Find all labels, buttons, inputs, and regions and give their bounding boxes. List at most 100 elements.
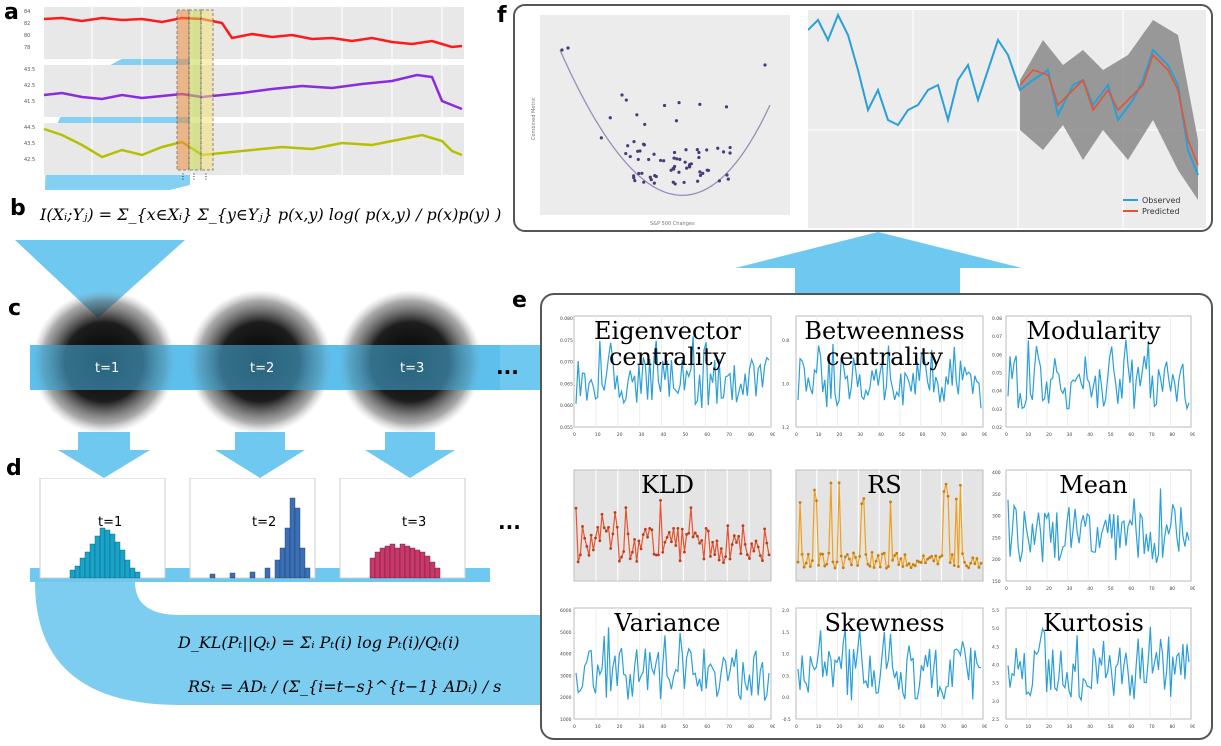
metric-ytick: 1.0 [782,381,789,387]
ellipsis-d: ··· [498,515,521,539]
metric-xtick: 20 [1046,724,1052,730]
metric-xtick: 80 [1169,432,1175,438]
metric-title: Eigenvector centrality [560,318,775,370]
metric-xtick: 10 [1026,724,1032,730]
metric-xtick: 10 [1026,432,1032,438]
metric-marker [860,502,863,505]
metric-marker [801,553,804,556]
scatter-plot: S&P 500 Changes Combined Metric [530,10,798,230]
metric-marker [614,511,617,514]
metric-xtick: 70 [1149,724,1155,730]
metric-marker [891,559,894,562]
metric-marker [681,528,684,531]
metric-marker [707,530,710,533]
scatter-point [653,174,656,177]
metric-xtick: 0 [1005,586,1008,592]
metric-marker [883,552,886,555]
metric-marker [871,551,874,554]
metric-marker [961,552,964,555]
metric-marker [768,553,771,556]
metric-title: Modularity [992,318,1195,344]
metric-xtick: 10 [816,724,822,730]
metric-marker [877,554,880,557]
metric-marker [832,561,835,564]
metric-marker [879,566,882,569]
metric-xtick: 40 [1087,432,1093,438]
svg-text:44.5: 44.5 [24,125,35,131]
metric-marker [746,553,749,556]
metric-marker [978,566,981,569]
histograms [30,478,490,588]
metric-xtick: 20 [1046,432,1052,438]
metric-xtick: 20 [1046,586,1052,592]
metric-marker [698,542,701,545]
metric-marker [622,550,625,553]
scatter-point [653,182,656,185]
metric-marker [803,566,806,569]
metric-marker [620,556,623,559]
metric-xtick: 60 [920,432,926,438]
metric-marker [963,561,966,564]
metric-marker [752,550,755,553]
metric-marker [765,542,768,545]
metric-marker [805,562,808,565]
metric-marker [694,531,697,534]
metric-xtick: 70 [726,432,732,438]
metric-ytick: 0.065 [560,381,573,387]
metric-xtick: 40 [1087,724,1093,730]
scatter-point [652,153,655,156]
scatter-point [629,155,632,158]
metric-xtick: 80 [1169,586,1175,592]
metric-marker [971,556,974,559]
metric-marker [637,539,640,542]
metric-marker [811,559,814,562]
metric-ytick: 1.2 [782,425,789,431]
metric-xtick: 90 [770,724,775,730]
metric-marker [854,556,857,559]
metric-marker [761,559,764,562]
metric-xtick: 0 [1005,724,1008,730]
metric-marker [867,563,870,566]
panel-label-a: a [4,0,19,25]
metric-marker [579,553,582,556]
scatter-point [643,123,646,126]
metric-marker [666,536,669,539]
scatter-point [566,46,569,49]
metric-marker [748,557,751,560]
metric-marker [873,566,876,569]
metric-marker [910,566,913,569]
metric-xtick: 80 [748,724,754,730]
metric-xtick: 90 [1190,586,1195,592]
scatter-point [685,167,688,170]
metric-ytick: 2000 [560,695,572,701]
metric-marker [922,554,925,557]
scatter-point [725,105,728,108]
metric-marker [672,527,675,530]
metric-xtick: 10 [1026,586,1032,592]
metric-ytick: 0.0 [782,695,789,701]
metric-xtick: 70 [1149,432,1155,438]
metric-marker [920,561,923,564]
metric-marker [711,541,714,544]
metric-xtick: 30 [639,432,645,438]
metric-ytick: 1000 [560,717,572,723]
metric-marker [733,534,736,537]
metric-ytick: 1.0 [782,652,789,658]
metric-xtick: 50 [899,724,905,730]
metric-marker [577,560,580,563]
scatter-point [729,146,732,149]
svg-text:⋮: ⋮ [179,172,187,180]
metric-marker [848,558,851,561]
metric-xtick: 70 [726,724,732,730]
scatter-point [688,165,691,168]
scatter-point [674,182,677,185]
metric-marker [588,554,591,557]
metric-marker [692,536,695,539]
scatter-point [705,148,708,151]
metric-marker [611,532,614,535]
metric-marker [735,541,738,544]
metric-marker [951,553,954,556]
metric-marker [825,563,828,566]
metric-ytick: 0.060 [560,403,573,409]
window-1 [177,10,189,170]
